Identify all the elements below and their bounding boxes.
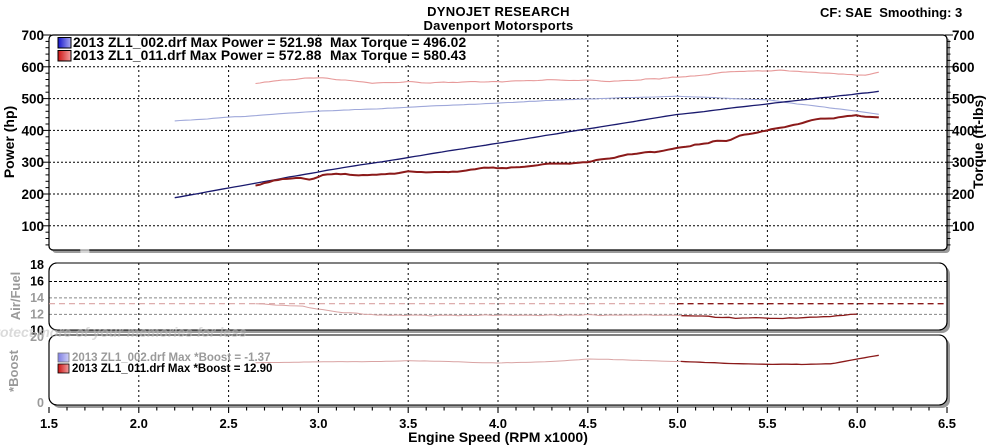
svg-text:600: 600 (21, 60, 44, 75)
svg-text:0: 0 (37, 396, 44, 410)
svg-text:14: 14 (30, 291, 44, 305)
svg-text:1.5: 1.5 (40, 416, 58, 431)
svg-text:16: 16 (30, 275, 44, 289)
svg-text:100: 100 (952, 219, 975, 234)
svg-text:600: 600 (952, 60, 975, 75)
svg-text:700: 700 (21, 28, 44, 43)
svg-text:5.5: 5.5 (758, 416, 776, 431)
svg-text:Engine Speed (RPM x1000): Engine Speed (RPM x1000) (408, 429, 588, 445)
svg-text:100: 100 (21, 219, 44, 234)
svg-text:Torque (ft-lbs): Torque (ft-lbs) (970, 95, 986, 189)
svg-text:Air/Fuel: Air/Fuel (8, 272, 23, 320)
svg-text:protect more of your memories: protect more of your memories for less (0, 324, 247, 340)
svg-text:2.0: 2.0 (130, 416, 148, 431)
svg-text:18: 18 (30, 258, 44, 272)
svg-text:2013 ZL1_011.drf Max Power = 5: 2013 ZL1_011.drf Max Power = 572.88 (73, 48, 322, 63)
svg-text:700: 700 (952, 28, 975, 43)
svg-text:*Boost: *Boost (6, 349, 21, 392)
svg-text:6.5: 6.5 (938, 416, 956, 431)
svg-text:400: 400 (21, 123, 44, 138)
svg-text:2013 ZL1_011.drf Max *Boost =: 2013 ZL1_011.drf Max *Boost = 12.90 (72, 363, 272, 375)
svg-text:300: 300 (21, 155, 44, 170)
svg-text:200: 200 (21, 187, 44, 202)
svg-text:6.0: 6.0 (848, 416, 866, 431)
svg-text:3.0: 3.0 (309, 416, 327, 431)
svg-text:Power (hp): Power (hp) (1, 106, 17, 178)
svg-text:2.5: 2.5 (220, 416, 238, 431)
svg-text:Max Torque = 580.43: Max Torque = 580.43 (330, 48, 466, 63)
svg-text:12: 12 (30, 307, 44, 321)
svg-text:5.0: 5.0 (669, 416, 687, 431)
svg-text:500: 500 (21, 92, 44, 107)
